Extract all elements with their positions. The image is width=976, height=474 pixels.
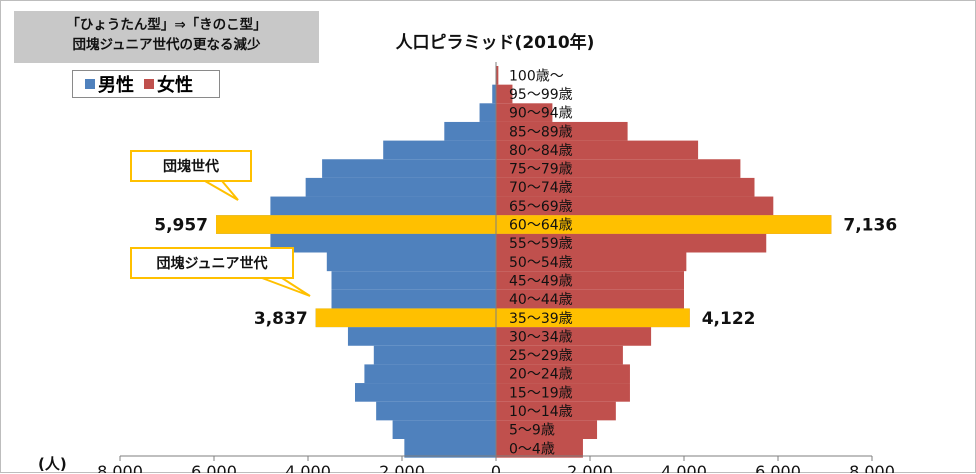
bar-male-0 [404, 439, 496, 458]
category-label-17: 85〜89歳 [509, 124, 573, 140]
category-label-16: 80〜84歳 [509, 143, 573, 159]
highlight-male-label-0: 5,957 [154, 216, 208, 236]
callout-tail-0 [205, 181, 238, 200]
bar-male-18 [480, 103, 496, 122]
callout-text-1: 団塊ジュニア世代 [156, 253, 267, 273]
category-label-7: 35〜39歳 [509, 311, 573, 327]
x-tick-label-3: 2,000 [379, 462, 425, 473]
category-label-14: 70〜74歳 [509, 180, 573, 196]
x-tick-label-8: 8,000 [849, 462, 895, 473]
x-tick-label-6: 4,000 [661, 462, 707, 473]
category-label-4: 20〜24歳 [509, 367, 573, 383]
callout-tail-1 [262, 278, 310, 296]
highlight-female-label-1: 4,122 [702, 309, 756, 329]
category-label-18: 90〜94歳 [509, 106, 573, 122]
bar-male-11 [270, 234, 496, 253]
category-label-19: 95〜99歳 [509, 87, 573, 103]
x-tick-label-0: 8,000 [97, 462, 143, 473]
bar-male-14 [306, 178, 496, 197]
bar-male-9 [332, 271, 497, 290]
category-label-0: 0〜4歳 [509, 441, 555, 457]
category-label-8: 40〜44歳 [509, 292, 573, 308]
category-label-5: 25〜29歳 [509, 348, 573, 364]
bar-male-17 [444, 122, 496, 141]
category-label-6: 30〜34歳 [509, 329, 573, 345]
category-label-11: 55〜59歳 [509, 236, 573, 252]
bar-male-10 [327, 253, 496, 272]
category-label-1: 5〜9歳 [509, 423, 555, 439]
x-tick-label-1: 6,000 [191, 462, 237, 473]
bar-male-2 [376, 402, 496, 421]
category-label-15: 75〜79歳 [509, 162, 573, 178]
callout-1: 団塊ジュニア世代 [130, 247, 294, 279]
bar-male-13 [270, 197, 496, 216]
highlight-female-label-0: 7,136 [843, 216, 897, 236]
bar-male-19 [492, 85, 496, 104]
x-tick-label-7: 6,000 [755, 462, 801, 473]
bar-male-3 [355, 383, 496, 402]
category-label-3: 15〜19歳 [509, 385, 573, 401]
callout-0: 団塊世代 [130, 150, 252, 182]
highlight-male-label-1: 3,837 [254, 309, 308, 329]
category-label-10: 50〜54歳 [509, 255, 573, 271]
x-tick-label-4: 0 [491, 462, 501, 473]
bar-male-15 [322, 159, 496, 178]
bar-male-6 [348, 327, 496, 346]
bar-male-4 [364, 364, 496, 383]
category-label-20: 100歳〜 [509, 68, 564, 84]
highlight-bar-1 [316, 308, 690, 327]
bar-male-1 [393, 420, 496, 439]
category-label-9: 45〜49歳 [509, 273, 573, 289]
category-label-13: 65〜69歳 [509, 199, 573, 215]
unit-label: (人) [38, 453, 67, 474]
x-tick-label-5: 2,000 [567, 462, 613, 473]
category-label-12: 60〜64歳 [509, 218, 573, 234]
category-label-2: 10〜14歳 [509, 404, 573, 420]
callout-text-0: 団塊世代 [163, 156, 219, 176]
bar-male-8 [332, 290, 497, 309]
bar-male-5 [374, 346, 496, 365]
bar-male-16 [383, 141, 496, 160]
x-tick-label-2: 4,000 [285, 462, 331, 473]
